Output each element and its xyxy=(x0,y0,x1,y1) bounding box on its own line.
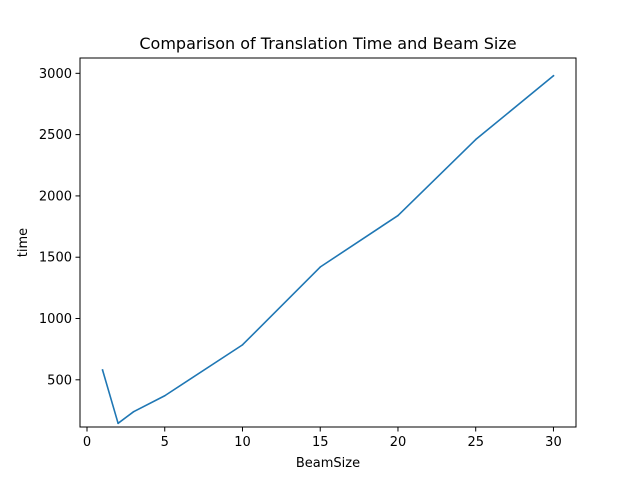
data-point xyxy=(319,266,322,268)
y-axis: 500 1000 1500 2000 2500 3000 xyxy=(39,67,80,388)
y-tick-label: 1000 xyxy=(39,312,72,327)
chart-title: Comparison of Translation Time and Beam … xyxy=(139,34,516,53)
y-tick-label: 3000 xyxy=(39,67,72,82)
x-tick-label: 30 xyxy=(545,435,562,450)
y-tick-label: 2500 xyxy=(39,128,72,143)
y-tick-label: 2000 xyxy=(39,189,72,204)
data-point xyxy=(163,394,166,397)
data-point xyxy=(552,74,555,77)
x-axis-label: BeamSize xyxy=(296,456,360,471)
data-point xyxy=(241,344,244,346)
x-tick-label: 10 xyxy=(234,435,251,450)
plot-background xyxy=(80,58,576,427)
series-layer xyxy=(101,74,555,425)
x-axis: 0 5 10 15 20 25 30 xyxy=(83,427,562,450)
x-tick-label: 15 xyxy=(312,435,329,450)
x-tick-label: 25 xyxy=(467,435,484,450)
y-tick-label: 500 xyxy=(47,373,72,388)
x-tick-label: 5 xyxy=(161,435,169,450)
data-point xyxy=(397,214,399,217)
data-point xyxy=(117,422,119,425)
data-point xyxy=(132,410,135,413)
x-tick-label: 20 xyxy=(390,435,407,450)
y-axis-label: time xyxy=(16,228,31,257)
plot-area xyxy=(79,57,577,428)
y-tick-label: 1500 xyxy=(39,251,72,266)
data-point xyxy=(101,369,104,371)
data-point xyxy=(474,138,477,141)
plot-frame xyxy=(79,57,577,428)
x-tick-label: 0 xyxy=(83,435,91,450)
